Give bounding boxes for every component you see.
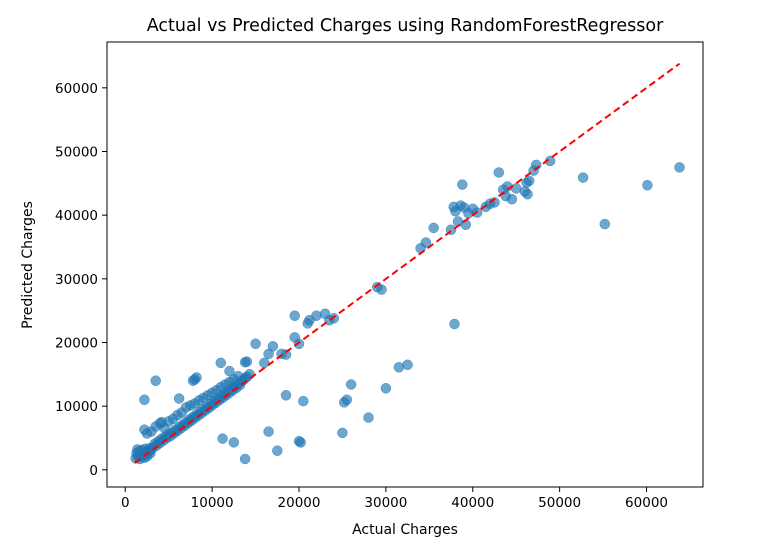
y-axis-ticks: 0 10000 20000 30000 40000 50000 60000 <box>55 81 107 479</box>
data-point <box>263 426 274 437</box>
data-point <box>156 416 167 428</box>
data-point <box>139 394 150 406</box>
y-tick-label: 20000 <box>55 335 98 351</box>
x-tick-label: 10000 <box>191 495 234 511</box>
data-point <box>217 433 228 444</box>
data-point <box>298 395 309 407</box>
y-tick-label: 60000 <box>55 81 98 97</box>
data-point <box>337 427 348 439</box>
y-tick-label: 0 <box>89 463 98 479</box>
data-point <box>173 393 185 404</box>
data-point <box>189 374 200 385</box>
y-tick-label: 10000 <box>55 399 98 415</box>
y-tick-label: 50000 <box>55 144 98 160</box>
data-point <box>215 357 227 369</box>
y-tick-label: 30000 <box>55 272 98 288</box>
data-point <box>428 222 439 234</box>
data-point <box>577 172 589 183</box>
data-point <box>311 310 322 321</box>
data-point <box>295 437 306 448</box>
data-point <box>420 237 432 248</box>
data-point <box>642 179 653 191</box>
data-point <box>328 313 340 324</box>
data-point <box>674 162 685 173</box>
data-point <box>402 359 413 371</box>
data-point <box>493 167 505 178</box>
x-tick-label: 20000 <box>278 495 321 511</box>
data-point <box>250 338 261 350</box>
plot-frame <box>106 41 704 488</box>
data-point <box>293 338 305 350</box>
x-axis-label: Actual Charges <box>352 522 458 538</box>
data-point <box>393 362 405 373</box>
data-point <box>506 193 518 205</box>
data-point <box>272 445 283 456</box>
chart-title: Actual vs Predicted Charges using Random… <box>147 16 664 36</box>
data-point <box>259 357 270 369</box>
x-tick-label: 30000 <box>364 495 407 511</box>
data-point <box>523 175 535 187</box>
data-point <box>239 453 251 465</box>
x-tick-label: 0 <box>121 495 130 511</box>
x-tick-label: 60000 <box>625 495 668 511</box>
data-point <box>599 218 611 230</box>
data-point <box>289 310 300 321</box>
data-point <box>228 437 240 448</box>
data-point <box>457 179 468 190</box>
data-point <box>280 390 292 401</box>
plot-points <box>130 155 685 465</box>
data-point <box>380 383 392 394</box>
data-point <box>345 379 357 390</box>
data-point <box>241 356 253 367</box>
data-point <box>522 188 533 200</box>
data-point <box>232 370 244 382</box>
y-tick-label: 40000 <box>55 208 98 224</box>
data-point <box>363 412 374 423</box>
reference-line <box>134 62 681 464</box>
reference-layer <box>134 62 681 464</box>
data-point <box>244 369 255 380</box>
data-point <box>449 318 460 330</box>
x-tick-label: 40000 <box>451 495 494 511</box>
data-point <box>267 341 279 352</box>
x-axis-ticks: 0 10000 20000 30000 40000 50000 60000 <box>121 487 668 511</box>
data-point <box>224 365 235 377</box>
y-axis-label: Predicted Charges <box>20 201 36 329</box>
x-tick-label: 50000 <box>538 495 581 511</box>
data-point <box>150 375 161 386</box>
data-point <box>341 394 353 406</box>
data-point <box>376 284 387 295</box>
